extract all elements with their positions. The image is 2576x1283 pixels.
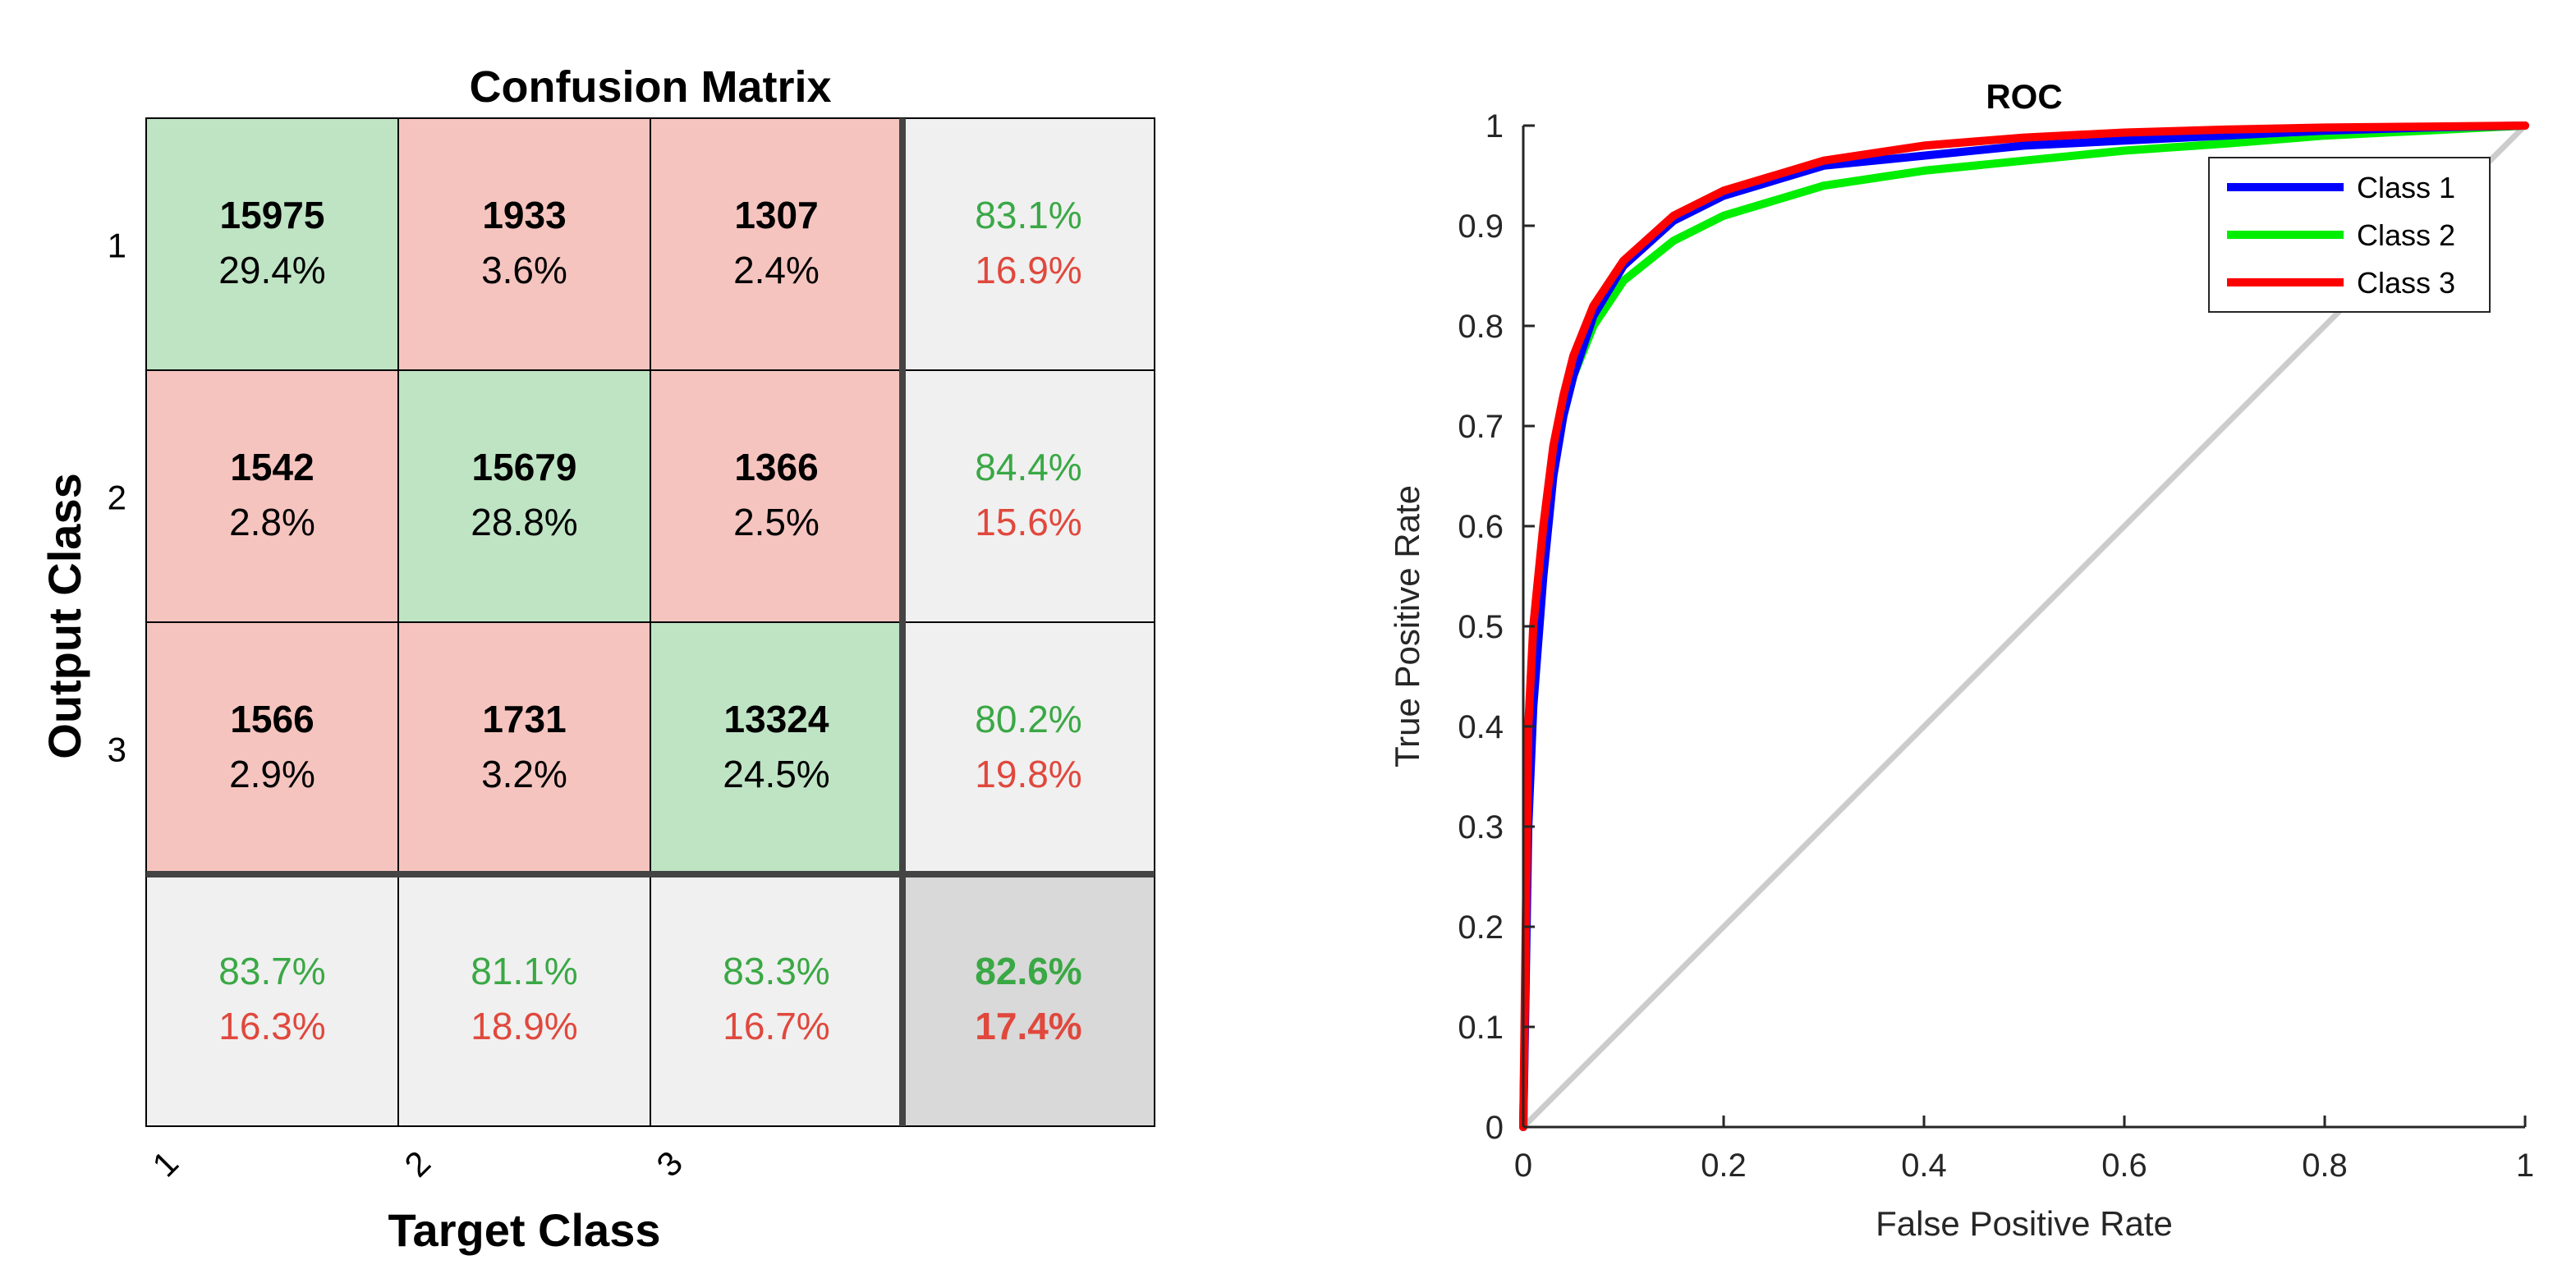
roc-y-tick-label: 1 — [1485, 108, 1504, 144]
cm-cell-percent: 2.8% — [229, 501, 315, 543]
cm-cell-count: 1307 — [734, 194, 818, 236]
cm-output-class-tick: 2 — [108, 479, 126, 517]
cm-row-summary-correct: 84.4% — [975, 446, 1081, 488]
roc-x-tick-label: 0 — [1514, 1148, 1532, 1184]
cm-output-class-tick: 3 — [108, 731, 126, 769]
cm-col-summary-cell — [650, 873, 903, 1127]
roc-y-tick-label: 0.6 — [1458, 509, 1504, 545]
roc-x-tick-label: 0.6 — [2101, 1148, 2147, 1184]
cm-cell-count: 1366 — [734, 446, 818, 488]
cm-row-summary-cell — [902, 117, 1155, 371]
roc-legend-label: Class 2 — [2357, 218, 2455, 252]
cm-cell-count: 1731 — [482, 698, 566, 740]
roc-y-tick-label: 0.5 — [1458, 609, 1504, 645]
cm-cell-count: 15975 — [220, 194, 325, 236]
cm-cell — [397, 369, 651, 623]
roc-y-tick-label: 0.1 — [1458, 1010, 1504, 1046]
cm-cell-count: 13324 — [724, 698, 829, 740]
cm-cell-count: 1566 — [230, 698, 314, 740]
cm-col-summary-wrong: 18.9% — [471, 1005, 577, 1047]
cm-target-class-tick: 1 — [145, 1143, 186, 1184]
roc-legend: Class 1 Class 2 Class 3 — [2208, 157, 2491, 313]
roc-x-tick-label: 1 — [2516, 1148, 2534, 1184]
cm-cell — [650, 369, 903, 623]
roc-xlabel: False Positive Rate — [1876, 1204, 2173, 1243]
cm-cell-count: 1933 — [482, 194, 566, 236]
cm-row-summary-correct: 80.2% — [975, 698, 1081, 740]
cm-cell-percent: 28.8% — [471, 501, 577, 543]
roc-y-tick-label: 0.9 — [1458, 208, 1504, 245]
cm-cell-percent: 29.4% — [218, 249, 325, 291]
cm-target-class-tick: 3 — [649, 1143, 690, 1184]
cm-cell-count: 15679 — [472, 446, 577, 488]
cm-col-summary-correct: 83.3% — [723, 950, 829, 992]
cm-cell — [650, 621, 903, 875]
cm-row-summary-correct: 83.1% — [975, 194, 1081, 236]
roc-series-line-class-3 — [1519, 121, 2529, 1131]
cm-col-summary-correct: 83.7% — [218, 950, 325, 992]
roc-y-tick-label: 0.4 — [1458, 709, 1504, 745]
cm-xlabel: Target Class — [388, 1204, 661, 1256]
roc-ylabel: True Positive Rate — [1388, 485, 1426, 768]
roc-legend-label: Class 3 — [2357, 266, 2455, 300]
cm-row-summary-wrong: 15.6% — [975, 501, 1081, 543]
cm-col-summary-wrong: 16.7% — [723, 1005, 829, 1047]
cm-title: Confusion Matrix — [470, 62, 832, 112]
cm-row-summary-wrong: 19.8% — [975, 753, 1081, 795]
cm-cell-percent: 2.4% — [733, 249, 820, 291]
roc-x-tick-label: 0.4 — [1901, 1148, 1947, 1184]
roc-y-tick-label: 0.8 — [1458, 309, 1504, 345]
cm-cell — [650, 117, 903, 371]
cm-col-summary-wrong: 16.3% — [218, 1005, 325, 1047]
cm-cell — [145, 621, 399, 875]
cm-cell — [397, 621, 651, 875]
roc-y-tick-label: 0 — [1485, 1110, 1504, 1146]
cm-ylabel: Output Class — [39, 473, 90, 758]
roc-panel: ROC 0 0.2 0.4 0.6 0.8 1 0 0.1 0.2 0.3 0.4 0.5 0.6 0.7 0… — [1281, 0, 2576, 1279]
cm-target-class-tick: 2 — [397, 1143, 438, 1184]
roc-y-tick-label: 0.2 — [1458, 910, 1504, 946]
cm-row-summary-cell — [902, 621, 1155, 875]
cm-cell-percent: 2.5% — [733, 501, 820, 543]
cm-cell-percent: 3.2% — [481, 753, 567, 795]
cm-output-class-tick: 1 — [108, 227, 126, 265]
roc-title: ROC — [1986, 77, 2062, 116]
roc-chart: ROC 0 0.2 0.4 0.6 0.8 1 0 0.1 0.2 0.3 0.4 0.5 0.6 0.7 0… — [1388, 77, 2534, 1243]
cm-cell-count: 1542 — [230, 446, 314, 488]
cm-cell-percent: 3.6% — [481, 249, 567, 291]
cm-row-summary-cell — [902, 369, 1155, 623]
confusion-matrix-panel: Confusion Matrix 15975 29.4% 1933 3.6% 1307 2.… — [0, 0, 1215, 1279]
cm-cell — [145, 117, 399, 371]
confusion-matrix-chart: Confusion Matrix 15975 29.4% 1933 3.6% 1307 2.… — [39, 62, 1155, 1256]
roc-legend-label: Class 1 — [2357, 171, 2455, 204]
cm-col-summary-cell — [145, 873, 399, 1127]
roc-x-tick-label: 0.2 — [1701, 1148, 1747, 1184]
roc-x-tick-label: 0.8 — [2302, 1148, 2348, 1184]
cm-cell — [397, 117, 651, 371]
cm-cell-percent: 2.9% — [229, 753, 315, 795]
cm-overall-correct: 82.6% — [975, 950, 1081, 992]
cm-col-summary-correct: 81.1% — [471, 950, 577, 992]
cm-cell — [145, 369, 399, 623]
roc-y-tick-label: 0.3 — [1458, 809, 1504, 845]
cm-col-summary-cell — [397, 873, 651, 1127]
roc-y-tick-label: 0.7 — [1458, 409, 1504, 445]
cm-row-summary-wrong: 16.9% — [975, 249, 1081, 291]
cm-cell-percent: 24.5% — [723, 753, 829, 795]
cm-overall-cell — [902, 873, 1155, 1127]
cm-overall-wrong: 17.4% — [975, 1005, 1081, 1047]
